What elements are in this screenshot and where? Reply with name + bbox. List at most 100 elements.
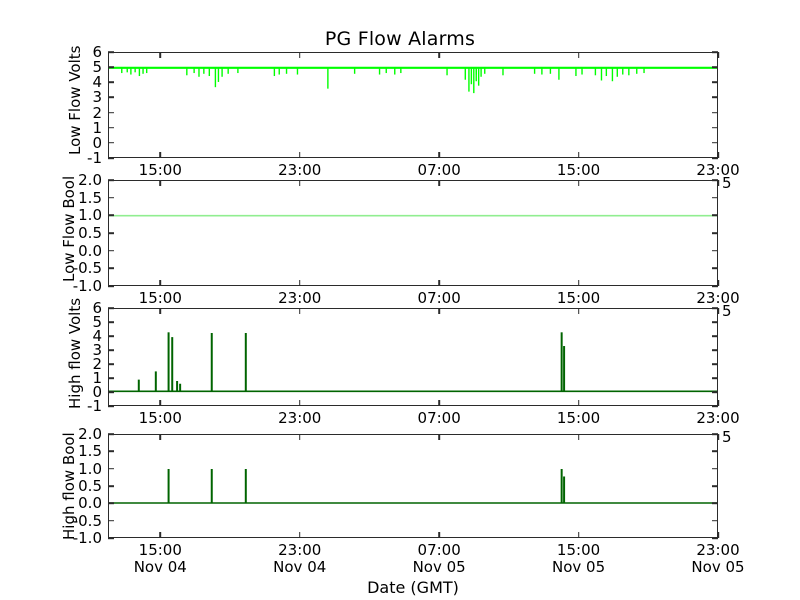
- x-tick-date: Nov 04: [273, 558, 327, 576]
- y-tick-mark-right: [712, 377, 718, 379]
- y-axis-label-1: Low Flow Volts: [66, 45, 84, 155]
- x-axis-label: Date (GMT): [367, 578, 459, 597]
- y-tick-label: -0.5: [72, 511, 102, 530]
- x-tick-mark: [717, 400, 719, 406]
- y-tick-label: 1: [92, 369, 102, 387]
- y-tick-mark-right: [712, 307, 718, 309]
- x-tick-label: 15:00: [556, 409, 601, 427]
- y-tick-mark-right: [712, 267, 718, 270]
- x-tick-mark-top: [717, 180, 719, 186]
- x-tick-label: 23:00 Nov 04: [273, 542, 326, 576]
- x-tick-mark: [717, 532, 719, 538]
- y-tick-label: 3: [92, 88, 102, 107]
- x-tick-label: 15:00: [556, 161, 601, 179]
- x-tick-date: Nov 04: [133, 558, 187, 576]
- y-tick-label: 6: [92, 43, 102, 61]
- x-tick-mark: [717, 152, 719, 158]
- plot-area-1: [109, 53, 717, 157]
- y-tick-mark-right: [712, 249, 718, 252]
- y-tick-mark-right: [712, 285, 718, 287]
- y-tick-mark: [108, 537, 114, 539]
- y-tick-label: 0: [92, 383, 102, 401]
- y-tick-mark-right: [712, 335, 718, 337]
- y-tick-mark-right: [712, 81, 718, 84]
- x-tick-label: 15:00: [138, 161, 182, 179]
- y-tick-label: 2.0: [78, 171, 102, 189]
- x-tick-label: 15:00 Nov 05: [552, 542, 605, 576]
- y-tick-label: 1: [92, 118, 102, 137]
- y-tick-label: 2.0: [78, 425, 102, 443]
- y-tick-mark: [108, 349, 114, 351]
- x-tick-mark-top: [298, 308, 301, 314]
- x-tick-mark: [577, 532, 580, 538]
- trace-high-flow-volts: [109, 332, 717, 393]
- subplot-low-flow-volts: [108, 52, 718, 158]
- y-axis-label-2: Low Flow Bool: [60, 175, 78, 282]
- x-tick-mark: [298, 532, 301, 538]
- x-tick-mark: [717, 280, 719, 286]
- y-tick-mark: [108, 267, 114, 270]
- y-tick-mark: [108, 232, 114, 234]
- x-tick-mark: [438, 532, 440, 538]
- x-tick-mark: [438, 280, 440, 286]
- x-tick-date: Nov 05: [691, 558, 745, 576]
- y-tick-label: 6: [92, 299, 102, 317]
- x-tick-mark: [577, 152, 580, 158]
- y-tick-label: 2: [92, 103, 102, 122]
- x-tick-mark: [298, 280, 301, 286]
- y-tick-mark: [108, 502, 114, 505]
- y-tick-mark: [108, 66, 114, 68]
- x-tick-mark-top: [159, 180, 162, 186]
- y-tick-mark-right: [712, 321, 718, 323]
- y-tick-mark-right: [712, 96, 718, 99]
- x-tick-label: 15:00: [138, 289, 182, 307]
- x-tick-mark-top: [159, 434, 162, 440]
- trace-low-flow-bool: [109, 214, 717, 217]
- x-tick-label: 15:00: [556, 289, 601, 307]
- y-tick-label: 5: [92, 313, 102, 331]
- y-tick-mark-right: [712, 519, 718, 522]
- subplot-low-flow-bool: [108, 180, 718, 286]
- y-tick-mark-right: [712, 502, 718, 505]
- x-tick-mark-top: [438, 180, 440, 186]
- x-tick-mark-top: [159, 52, 162, 58]
- x-tick-label: 15:00: [138, 409, 182, 427]
- y-tick-label: 1.5: [78, 188, 102, 207]
- y-tick-mark: [108, 214, 114, 217]
- x-tick-mark: [159, 152, 162, 158]
- y-tick-mark: [108, 307, 114, 309]
- x-tick-mark-top: [298, 434, 301, 440]
- y-tick-mark-right: [712, 467, 718, 470]
- y-tick-mark-right: [712, 391, 718, 393]
- y-tick-mark-right: [712, 51, 718, 53]
- y-tick-label: 1.0: [78, 459, 102, 478]
- trace-low-flow-volts: [109, 66, 717, 94]
- x-tick-mark: [159, 280, 162, 286]
- y-tick-label: -1: [87, 397, 102, 415]
- y-tick-mark: [108, 142, 114, 144]
- x-tick-time: 07:00: [417, 541, 461, 559]
- x-tick-label: 23:00: [696, 289, 740, 307]
- subplot-high-flow-volts: [108, 308, 718, 406]
- x-tick-label: 23:00: [696, 409, 740, 427]
- x-tick-label: 07:00: [417, 409, 461, 427]
- x-tick-mark-top: [717, 434, 719, 440]
- x-tick-mark-top: [438, 52, 440, 58]
- y-tick-label: 0.0: [78, 494, 102, 513]
- plot-area-3: [109, 309, 717, 405]
- y-tick-label: -1.0: [72, 529, 102, 547]
- x-tick-mark-top: [717, 308, 719, 314]
- x-tick-mark-top: [577, 434, 580, 440]
- y-tick-label: -1: [87, 149, 102, 167]
- y-tick-mark: [108, 196, 114, 199]
- y-tick-mark-right: [712, 450, 718, 453]
- y-tick-label: 5: [92, 58, 102, 77]
- subplot-high-flow-bool: [108, 434, 718, 538]
- x-tick-mark-top: [577, 52, 580, 58]
- x-tick-label: 23:00 Nov 05: [691, 542, 744, 576]
- y-tick-mark-right: [712, 405, 718, 407]
- x-tick-mark-top: [577, 308, 580, 314]
- y-tick-label: 0: [92, 133, 102, 152]
- y-tick-mark-right: [712, 537, 718, 539]
